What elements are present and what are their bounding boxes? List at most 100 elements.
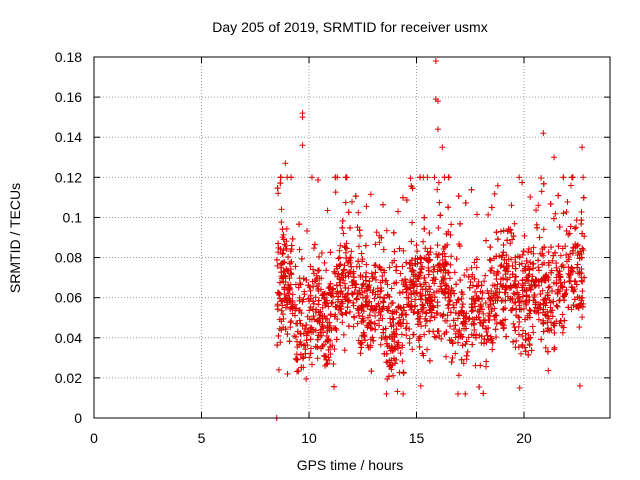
data-point: [565, 256, 572, 263]
data-point: [399, 194, 406, 201]
data-point: [344, 259, 351, 266]
data-point: [345, 258, 352, 265]
data-point: [489, 282, 496, 289]
data-point: [448, 359, 455, 366]
data-point: [368, 368, 375, 375]
data-point: [567, 182, 574, 189]
data-point: [289, 298, 296, 305]
data-point: [393, 267, 400, 274]
data-point: [578, 277, 585, 284]
data-point: [509, 236, 516, 243]
data-point: [340, 331, 347, 338]
data-point: [339, 224, 346, 231]
data-point: [454, 297, 461, 304]
data-point: [444, 302, 451, 309]
data-point: [545, 284, 552, 291]
data-point: [274, 306, 281, 313]
data-point: [439, 250, 446, 257]
data-point: [372, 241, 379, 248]
data-point: [568, 306, 575, 313]
data-point: [544, 348, 551, 355]
data-point: [345, 269, 352, 276]
data-point: [520, 327, 527, 334]
data-point: [480, 390, 487, 397]
data-point: [387, 347, 394, 354]
data-point: [384, 334, 391, 341]
data-point: [276, 290, 283, 297]
data-point: [516, 261, 523, 268]
data-point: [538, 188, 545, 195]
data-point: [373, 303, 380, 310]
data-point: [333, 304, 340, 311]
data-point: [333, 281, 340, 288]
data-point: [368, 318, 375, 325]
data-point: [310, 245, 317, 252]
data-point: [360, 294, 367, 301]
data-point: [515, 323, 522, 330]
data-point: [390, 346, 397, 353]
data-point: [448, 337, 455, 344]
data-point: [361, 331, 368, 338]
x-tick-label: 15: [409, 430, 425, 446]
data-point: [470, 296, 477, 303]
data-point: [390, 372, 397, 379]
data-point: [435, 126, 441, 133]
data-point: [323, 297, 330, 304]
data-point: [417, 293, 424, 300]
data-point: [540, 300, 547, 307]
data-point: [347, 224, 354, 231]
data-point: [319, 321, 326, 328]
data-point: [403, 259, 410, 266]
data-point: [566, 278, 573, 285]
data-point: [489, 346, 496, 353]
x-axis-label: GPS time / hours: [297, 457, 404, 473]
data-point: [363, 203, 370, 210]
x-tick-label: 0: [90, 430, 98, 446]
data-point: [494, 236, 501, 243]
data-point: [510, 290, 517, 297]
data-point: [434, 186, 441, 193]
data-point: [404, 285, 411, 292]
data-point: [462, 390, 469, 397]
x-tick-label: 10: [301, 430, 317, 446]
data-point: [580, 174, 587, 181]
data-point: [397, 350, 404, 357]
data-point: [285, 281, 292, 288]
data-point: [383, 340, 390, 347]
data-point: [439, 312, 446, 319]
data-point: [565, 270, 572, 277]
data-point: [390, 322, 397, 329]
data-point: [567, 223, 574, 230]
data-points: [273, 58, 588, 421]
data-point: [459, 301, 466, 308]
data-point: [343, 240, 350, 247]
data-point: [340, 230, 347, 237]
data-point: [293, 351, 300, 358]
data-point: [516, 174, 523, 181]
data-point: [359, 281, 366, 288]
data-point: [325, 303, 332, 310]
data-point: [540, 328, 547, 335]
data-point: [485, 211, 492, 218]
data-point: [412, 260, 419, 267]
data-point: [567, 250, 574, 257]
data-point: [452, 322, 459, 329]
data-point: [530, 329, 537, 336]
data-point: [426, 283, 433, 290]
data-point: [324, 324, 331, 331]
data-point: [513, 312, 520, 319]
data-point: [342, 284, 349, 291]
data-point: [468, 304, 475, 311]
data-point: [539, 250, 546, 257]
data-point: [563, 286, 570, 293]
data-point: [432, 58, 439, 65]
data-point: [311, 278, 318, 285]
data-point: [389, 299, 396, 306]
data-point: [443, 283, 450, 290]
data-point: [399, 263, 406, 270]
data-point: [542, 312, 549, 319]
data-point: [414, 316, 421, 323]
data-point: [457, 333, 464, 340]
data-point: [560, 324, 567, 331]
data-point: [578, 208, 585, 215]
